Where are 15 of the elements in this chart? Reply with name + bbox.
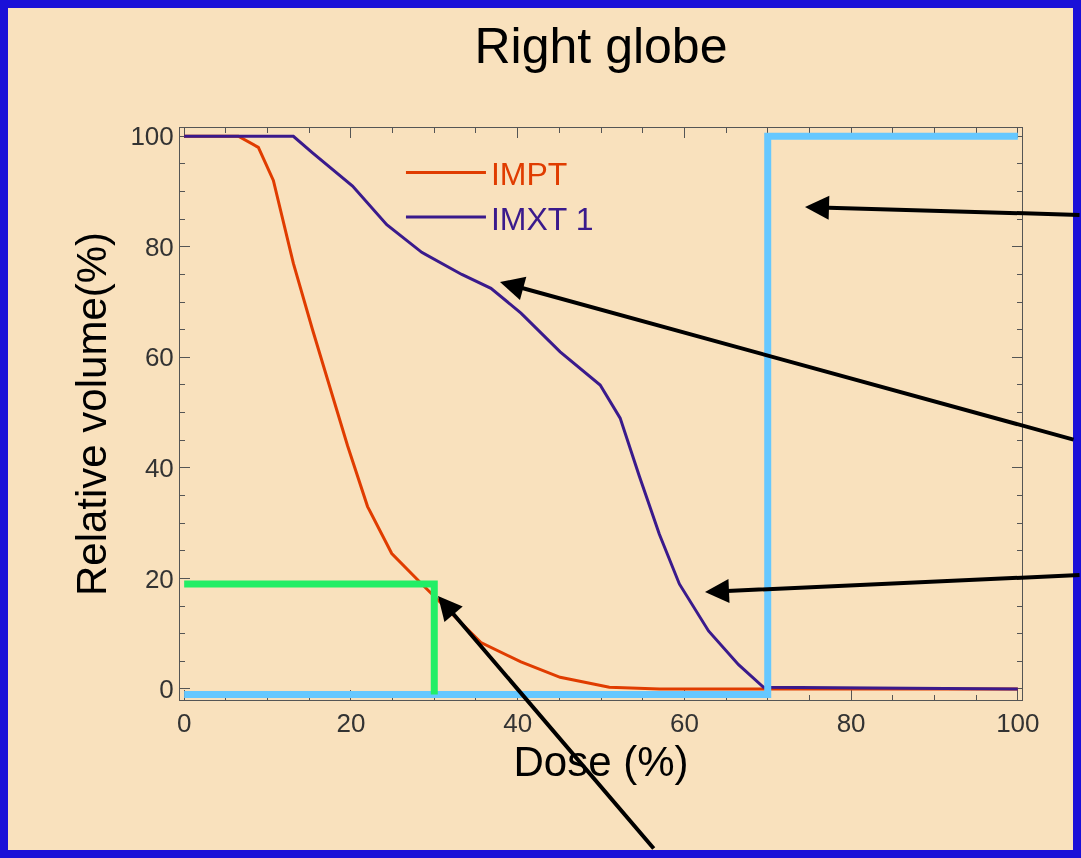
y-tick-label: 40 [144,452,174,483]
y-axis-title: Relative volume(%) [68,231,116,597]
chart-title: Right globe [474,17,728,74]
x-tick-label: 60 [669,708,699,739]
x-tick-label: 100 [996,708,1040,739]
x-tick-label: 40 [503,708,533,739]
y-tick-label: 60 [144,342,174,373]
y-tick-label: 20 [144,563,174,594]
y-tick-label: 0 [159,674,174,705]
x-tick-label: 80 [836,708,866,739]
x-tick-label: 20 [336,708,366,739]
y-tick-label: 80 [144,231,174,262]
legend-label: IMPT [490,155,568,192]
legend-label: IMXT 1 [490,200,594,237]
y-tick-label: 100 [130,121,174,152]
